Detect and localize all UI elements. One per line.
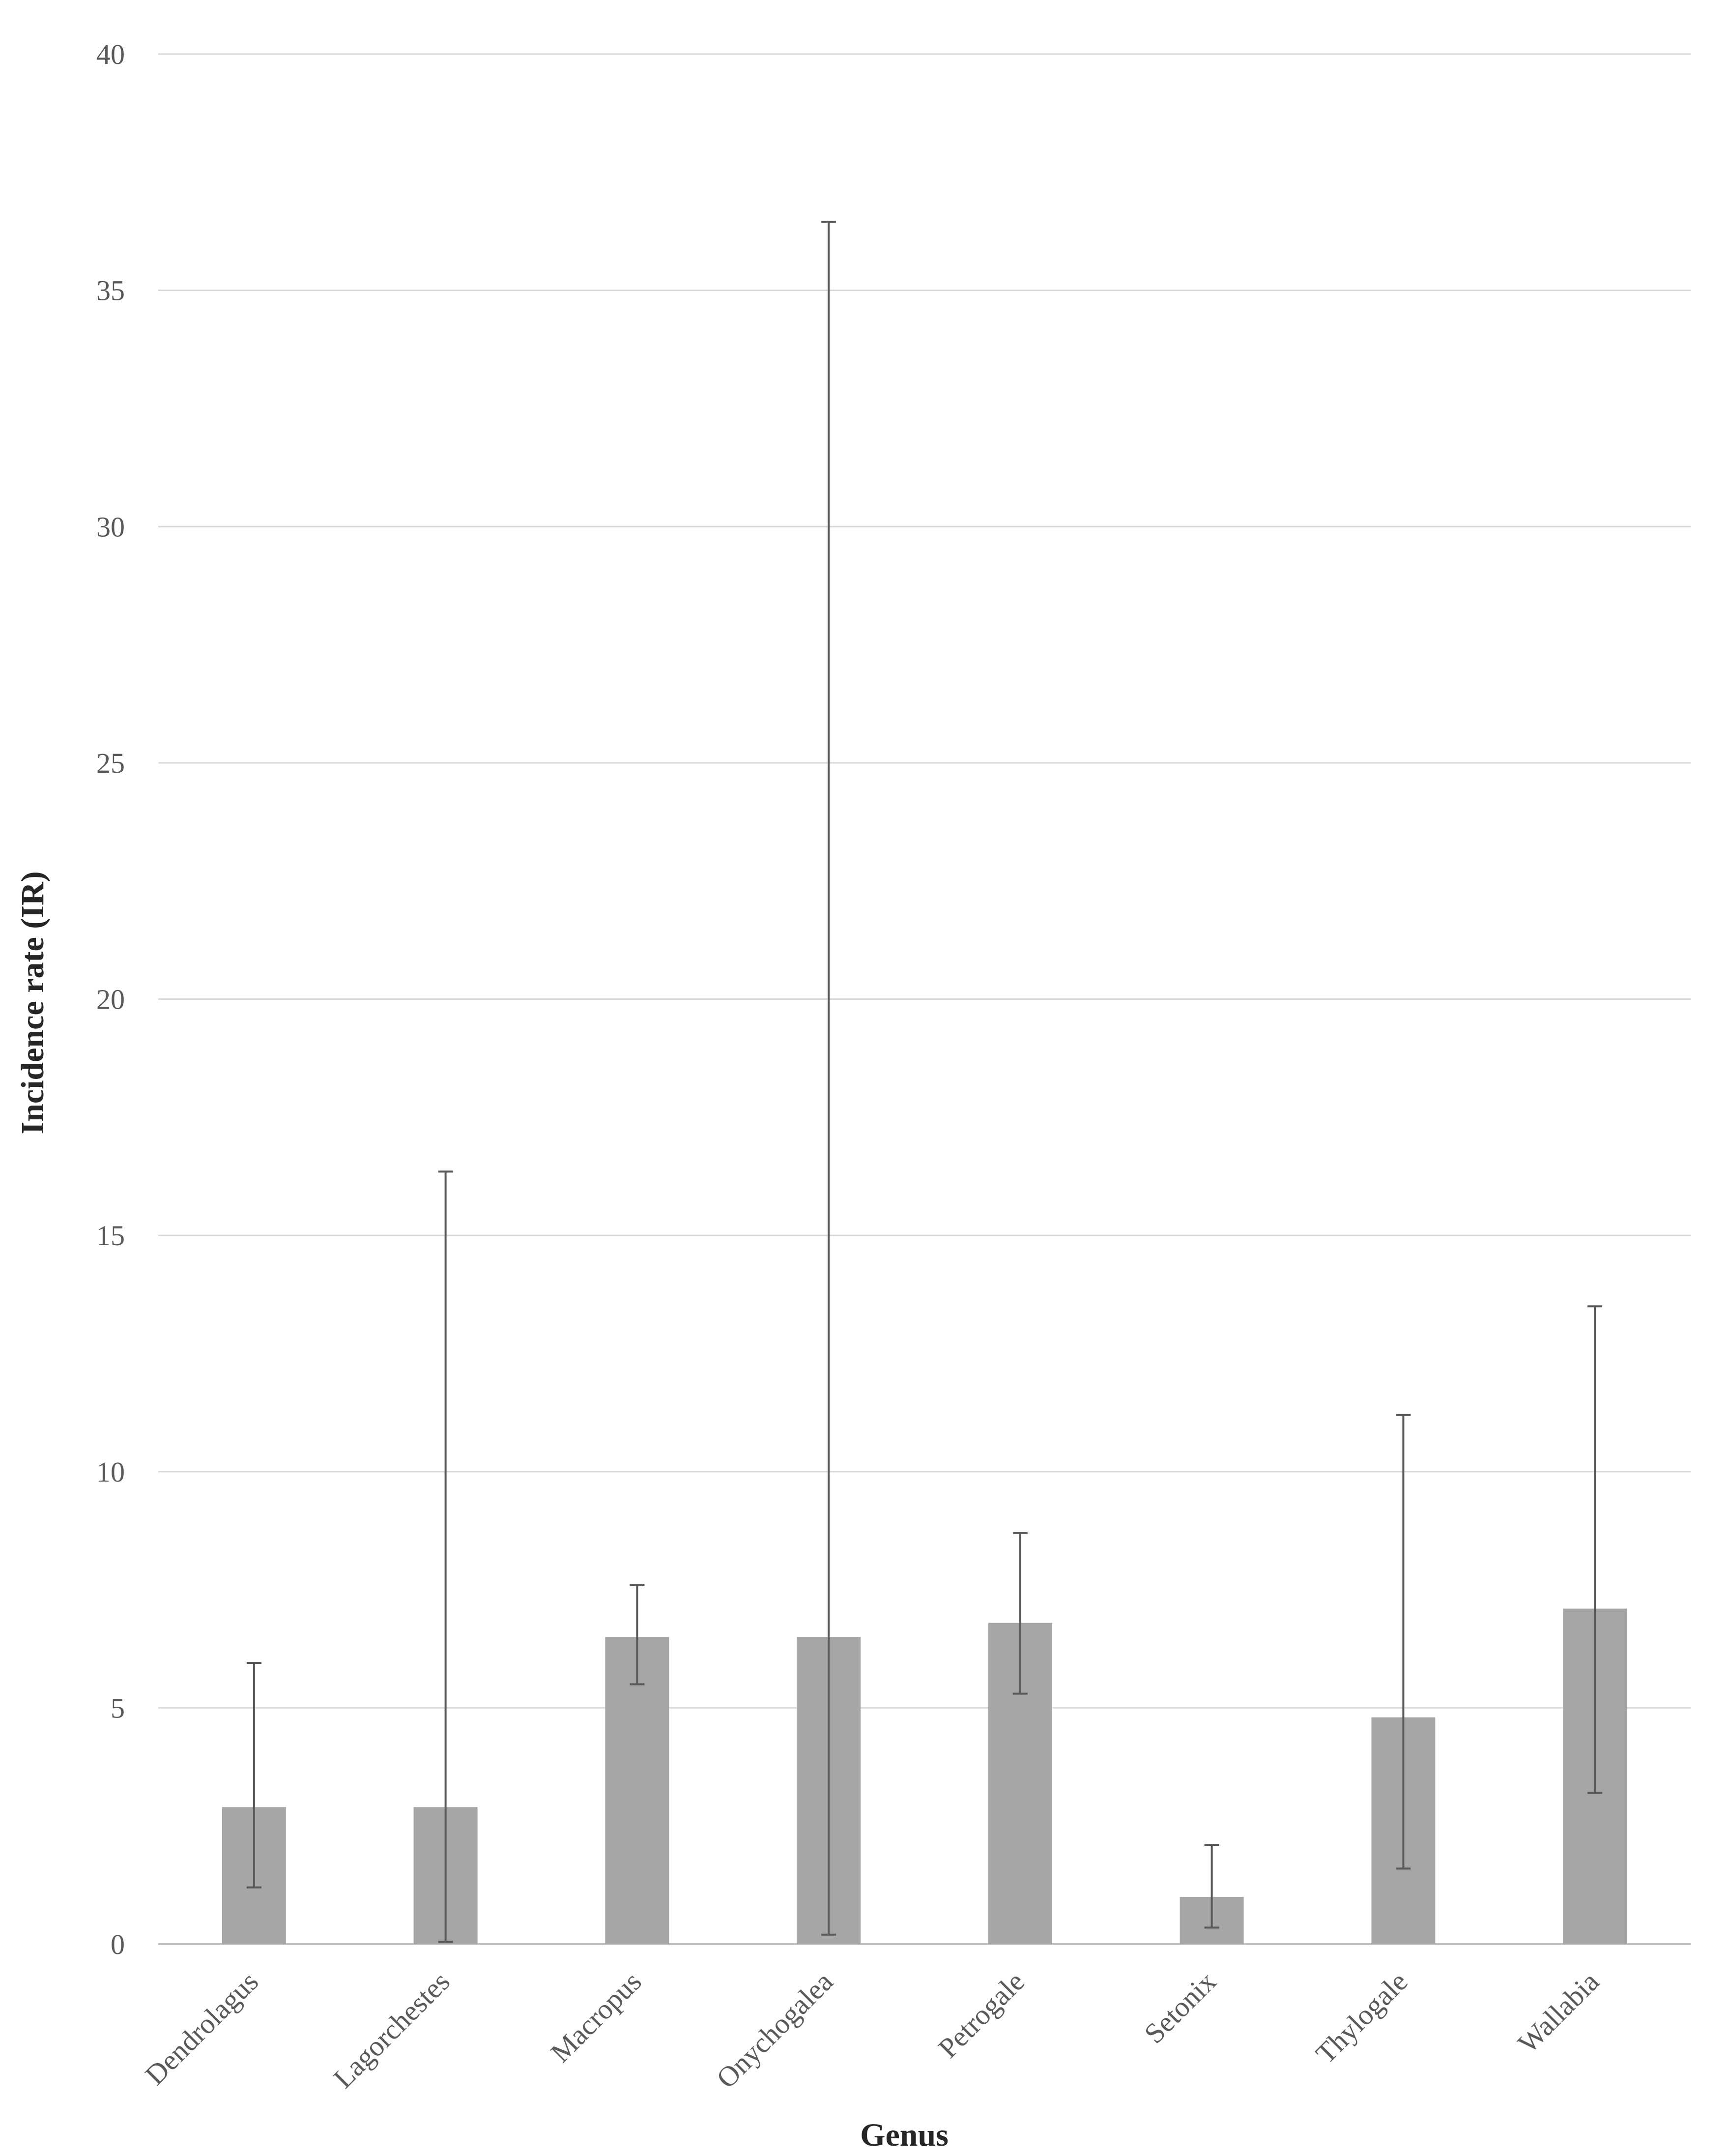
x-category-label: Onychogalea [710, 1965, 839, 2094]
error-bar [438, 1170, 453, 1943]
y-tick-label: 5 [111, 1692, 125, 1724]
x-category-label: Dendrolagus [139, 1965, 265, 2091]
y-tick-label: 0 [111, 1928, 125, 1960]
x-category-labels: Dendrolagus Lagorchestes Macropus Onychogal… [139, 1965, 1606, 2094]
error-bar [246, 1662, 261, 1889]
x-category-label: Wallabia [1512, 1965, 1606, 2059]
y-tick-label: 10 [96, 1456, 125, 1488]
bar [605, 1637, 669, 1944]
y-tick-label: 35 [96, 275, 125, 307]
error-bar [1587, 1305, 1603, 1794]
error-bar [630, 1584, 645, 1686]
x-category-label: Macropus [545, 1965, 648, 2069]
x-category-label: Lagorchestes [327, 1965, 456, 2094]
y-tick-labels: 0 5 10 15 20 25 30 35 40 [96, 38, 125, 1960]
x-axis-title: Genus [860, 2117, 949, 2153]
error-bars [246, 221, 1603, 1943]
x-category-label: Thylogale [1309, 1965, 1413, 2069]
x-category-label: Petrogale [932, 1965, 1031, 2064]
y-tick-label: 25 [96, 747, 125, 779]
gridlines [158, 53, 1691, 1709]
error-bar [1012, 1532, 1028, 1695]
y-tick-label: 15 [96, 1220, 125, 1252]
error-bar [1396, 1414, 1411, 1870]
y-axis-title: Incidence rate (IR) [15, 871, 51, 1134]
y-tick-label: 20 [96, 984, 125, 1016]
error-bar [1204, 1844, 1219, 1929]
error-bar [821, 221, 836, 1936]
y-tick-label: 30 [96, 511, 125, 543]
bars [222, 1608, 1627, 1944]
x-category-label: Setonix [1138, 1965, 1222, 2049]
y-tick-label: 40 [96, 38, 125, 70]
